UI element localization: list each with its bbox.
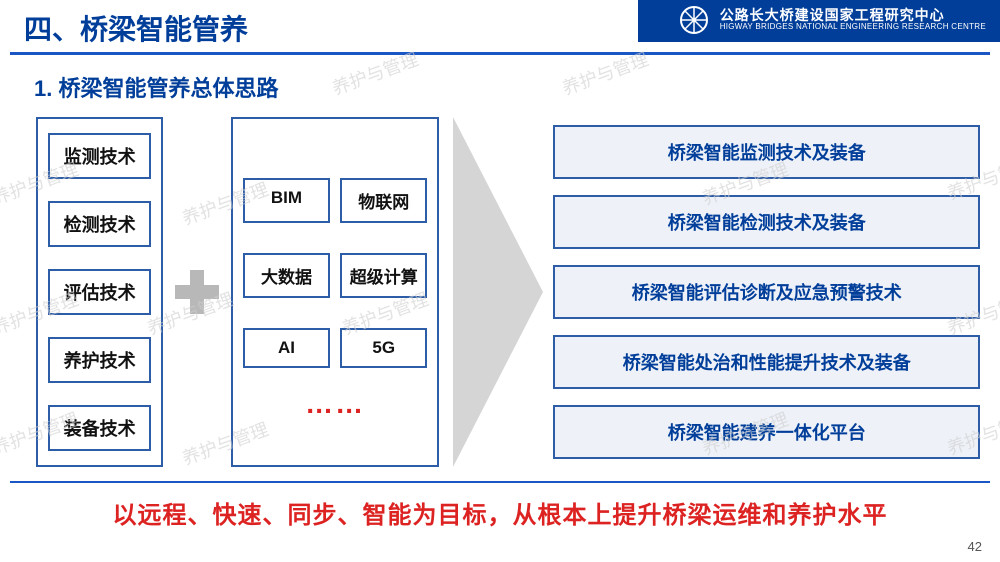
output-item: 桥梁智能建养一体化平台 (553, 405, 980, 459)
output-item: 桥梁智能监测技术及装备 (553, 125, 980, 179)
tech-item: 5G (340, 328, 427, 368)
output-item: 桥梁智能评估诊断及应急预警技术 (553, 265, 980, 319)
tech-item: 评估技术 (48, 269, 151, 315)
output-column: 桥梁智能监测技术及装备 桥梁智能检测技术及装备 桥梁智能评估诊断及应急预警技术 … (553, 125, 980, 459)
tech-item: BIM (243, 178, 330, 223)
org-logo-icon (678, 4, 710, 36)
page-number: 42 (968, 539, 982, 554)
plus-icon (175, 270, 219, 314)
tech-item: 检测技术 (48, 201, 151, 247)
tech-item: 大数据 (243, 253, 330, 298)
subsection-title: 1. 桥梁智能管养总体思路 (0, 55, 1000, 103)
conclusion-text: 以远程、快速、同步、智能为目标，从根本上提升桥梁运维和养护水平 (0, 483, 1000, 530)
tech-item: 物联网 (340, 178, 427, 223)
section-title: 四、桥梁智能管养 (24, 8, 248, 48)
ellipsis: …… (305, 388, 365, 420)
org-name-en: HIGWAY BRIDGES NATIONAL ENGINEERING RESE… (720, 23, 986, 32)
diagram: 监测技术 检测技术 评估技术 养护技术 装备技术 BIM 物联网 大数据 超级计… (0, 103, 1000, 467)
tech-item: 养护技术 (48, 337, 151, 383)
input-column-1: 监测技术 检测技术 评估技术 养护技术 装备技术 (36, 117, 163, 467)
input-column-2: BIM 物联网 大数据 超级计算 AI 5G …… (231, 117, 440, 467)
output-item: 桥梁智能检测技术及装备 (553, 195, 980, 249)
output-item: 桥梁智能处治和性能提升技术及装备 (553, 335, 980, 389)
org-name-cn: 公路长大桥建设国家工程研究中心 (720, 8, 986, 23)
tech-item: 超级计算 (340, 253, 427, 298)
tech-item: 监测技术 (48, 133, 151, 179)
tech-item: 装备技术 (48, 405, 151, 451)
org-banner: 公路长大桥建设国家工程研究中心 HIGWAY BRIDGES NATIONAL … (638, 0, 1000, 42)
tech-item: AI (243, 328, 330, 368)
arrow-icon (453, 117, 543, 467)
